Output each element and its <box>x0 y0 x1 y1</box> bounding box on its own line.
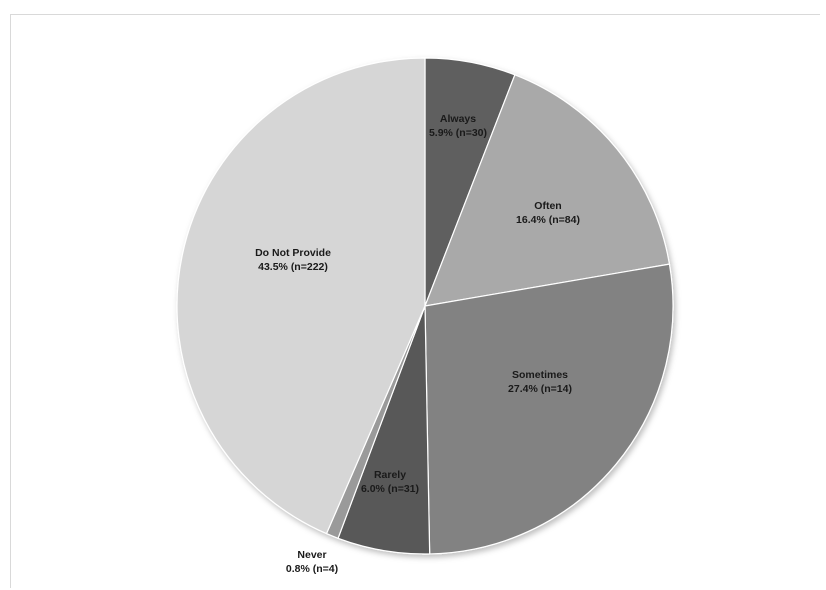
pie-label-never-value: 0.8% (n=4) <box>286 563 338 575</box>
pie-label-sometimes-value: 27.4% (n=14) <box>508 383 572 395</box>
pie-slice-do-not-provide <box>176 57 426 535</box>
pie-slice-sometimes <box>424 263 674 555</box>
pie-label-always: Always <box>440 113 476 125</box>
chart-frame <box>10 14 820 588</box>
pie-label-do-not-provide-value: 43.5% (n=222) <box>258 261 328 273</box>
pie-slice-often <box>424 74 671 307</box>
pie-label-always-value: 5.9% (n=30) <box>429 127 487 139</box>
pie-label-often-value: 16.4% (n=84) <box>516 214 580 226</box>
pie-label-never: Never <box>297 549 326 561</box>
pie-slices <box>176 57 674 555</box>
pie-label-do-not-provide: Do Not Provide <box>255 247 331 259</box>
pie-label-rarely: Rarely <box>374 469 406 481</box>
pie-label-often: Often <box>534 200 561 212</box>
pie-label-rarely-value: 6.0% (n=31) <box>361 483 419 495</box>
pie-label-sometimes: Sometimes <box>512 369 568 381</box>
